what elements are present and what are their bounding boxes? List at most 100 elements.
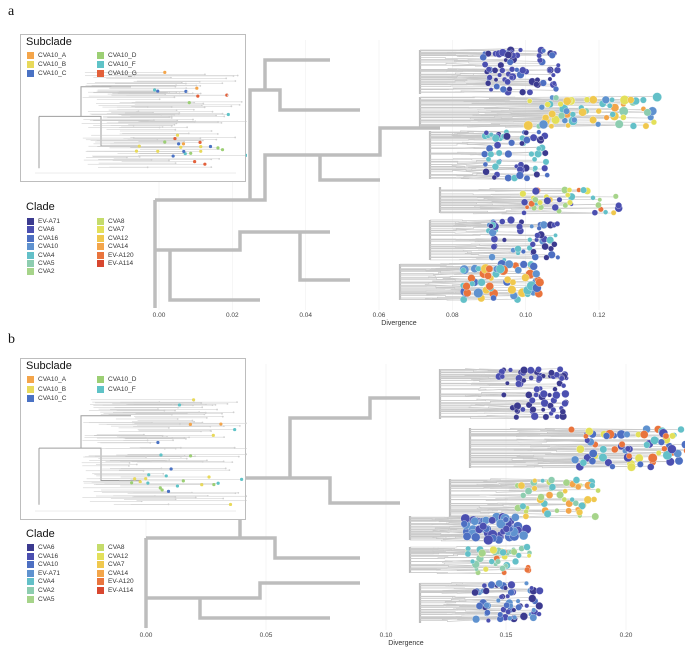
tip-node <box>535 366 542 373</box>
phylogenetic-tree: 0.00 0.02 0.04 0.06 0.08 0.10 0.12 Divergence <box>153 40 662 327</box>
legend-swatch <box>97 251 104 259</box>
tip-node <box>521 210 527 216</box>
inset-tip <box>140 500 143 503</box>
inset-tip <box>208 144 213 149</box>
inset-tip <box>228 502 233 507</box>
inset-tip <box>180 81 183 84</box>
tip-node <box>485 618 491 623</box>
inset-tip <box>134 149 139 153</box>
axis-tick-label: 0.15 <box>500 632 513 639</box>
tip-node <box>609 97 615 103</box>
tip-node <box>548 110 557 118</box>
inset-tip <box>158 126 161 129</box>
inset-tip <box>198 140 202 145</box>
tip-node <box>609 111 616 118</box>
tip-node <box>523 120 534 131</box>
tip-node <box>543 254 550 261</box>
inset-tip <box>168 159 170 162</box>
inset-tip <box>195 86 199 90</box>
tip-node <box>526 98 533 104</box>
tip-node <box>540 407 546 413</box>
tip-node <box>479 522 488 531</box>
inset-tip <box>144 477 148 481</box>
tip-node <box>569 111 576 118</box>
tip-node <box>460 295 468 304</box>
tip-node <box>572 476 581 484</box>
tip-node <box>471 532 481 542</box>
tip-node <box>578 108 587 117</box>
tip-node <box>523 130 529 136</box>
inset-tip <box>146 481 150 485</box>
tip-node <box>565 122 571 129</box>
tip-node <box>661 445 668 452</box>
inset-tip <box>174 498 177 501</box>
tip-node <box>554 508 560 514</box>
axis-tick-label: 0.00 <box>153 312 166 319</box>
legend-label: CVA10_D <box>108 376 137 384</box>
legend-item: CVA10 <box>27 561 58 569</box>
legend-item: CVA6 <box>27 226 55 234</box>
inset-tip <box>218 157 221 160</box>
legend-label: CVA14 <box>108 570 129 578</box>
inset-tip <box>196 94 200 98</box>
inset-tip <box>181 142 186 146</box>
tip-node <box>490 243 498 250</box>
tip-node <box>533 392 539 398</box>
inset-tip <box>175 122 178 125</box>
legend-swatch <box>97 385 104 393</box>
tip-node <box>591 512 600 521</box>
tip-node <box>528 594 537 603</box>
tip-node <box>497 72 503 78</box>
tip-node <box>636 460 644 468</box>
tip-node <box>538 135 544 141</box>
legend-label: CVA14 <box>108 243 129 251</box>
inset-tip <box>144 436 147 439</box>
inset-tip <box>152 111 154 114</box>
tip-node <box>523 175 531 182</box>
tip-node <box>551 241 558 248</box>
inset-tip <box>191 419 194 422</box>
axis-tick-label: 0.05 <box>260 632 273 639</box>
tip-node <box>539 389 548 398</box>
tip-node <box>599 445 608 454</box>
tip-node <box>576 444 585 454</box>
inset-tip <box>172 403 174 406</box>
inset-tip <box>167 426 170 429</box>
inset-tip <box>221 415 224 418</box>
tip-node <box>588 457 597 465</box>
inset-tip <box>125 156 128 159</box>
tip-node <box>462 532 472 541</box>
tip-node <box>498 594 504 600</box>
tip-node <box>499 373 505 380</box>
tip-node <box>597 197 603 203</box>
legend-label: CVA10_F <box>108 61 136 69</box>
legend-label: CVA10_F <box>108 385 136 393</box>
panel-letter: b <box>8 332 15 347</box>
tip-node <box>535 602 544 610</box>
inset-tip <box>145 456 147 458</box>
inset-tip <box>181 403 184 406</box>
legend-item: CVA10_C <box>27 395 66 403</box>
axis-tick-label: 0.00 <box>140 632 153 639</box>
inset-tip <box>146 439 149 442</box>
tip-node <box>491 174 497 181</box>
inset-tip <box>138 480 142 484</box>
inset-tip <box>209 425 212 428</box>
inset-tip <box>205 416 208 419</box>
legend-swatch <box>97 243 104 251</box>
tip-node <box>548 51 556 59</box>
legend-label: CVA6 <box>38 226 55 234</box>
subclade-legend-title: Subclade <box>26 360 72 372</box>
tip-node <box>561 496 568 503</box>
tip-node <box>472 615 481 624</box>
tip-node <box>505 593 511 599</box>
tip-node <box>519 140 525 147</box>
legend-label: CVA10_G <box>108 70 137 78</box>
inset-tip <box>210 158 213 161</box>
tip-node <box>595 108 602 115</box>
inset-tip <box>173 113 176 116</box>
legend-swatch <box>27 544 34 551</box>
legend-item: CVA4 <box>27 251 55 260</box>
tip-node <box>588 449 598 458</box>
tip-node <box>475 602 484 610</box>
